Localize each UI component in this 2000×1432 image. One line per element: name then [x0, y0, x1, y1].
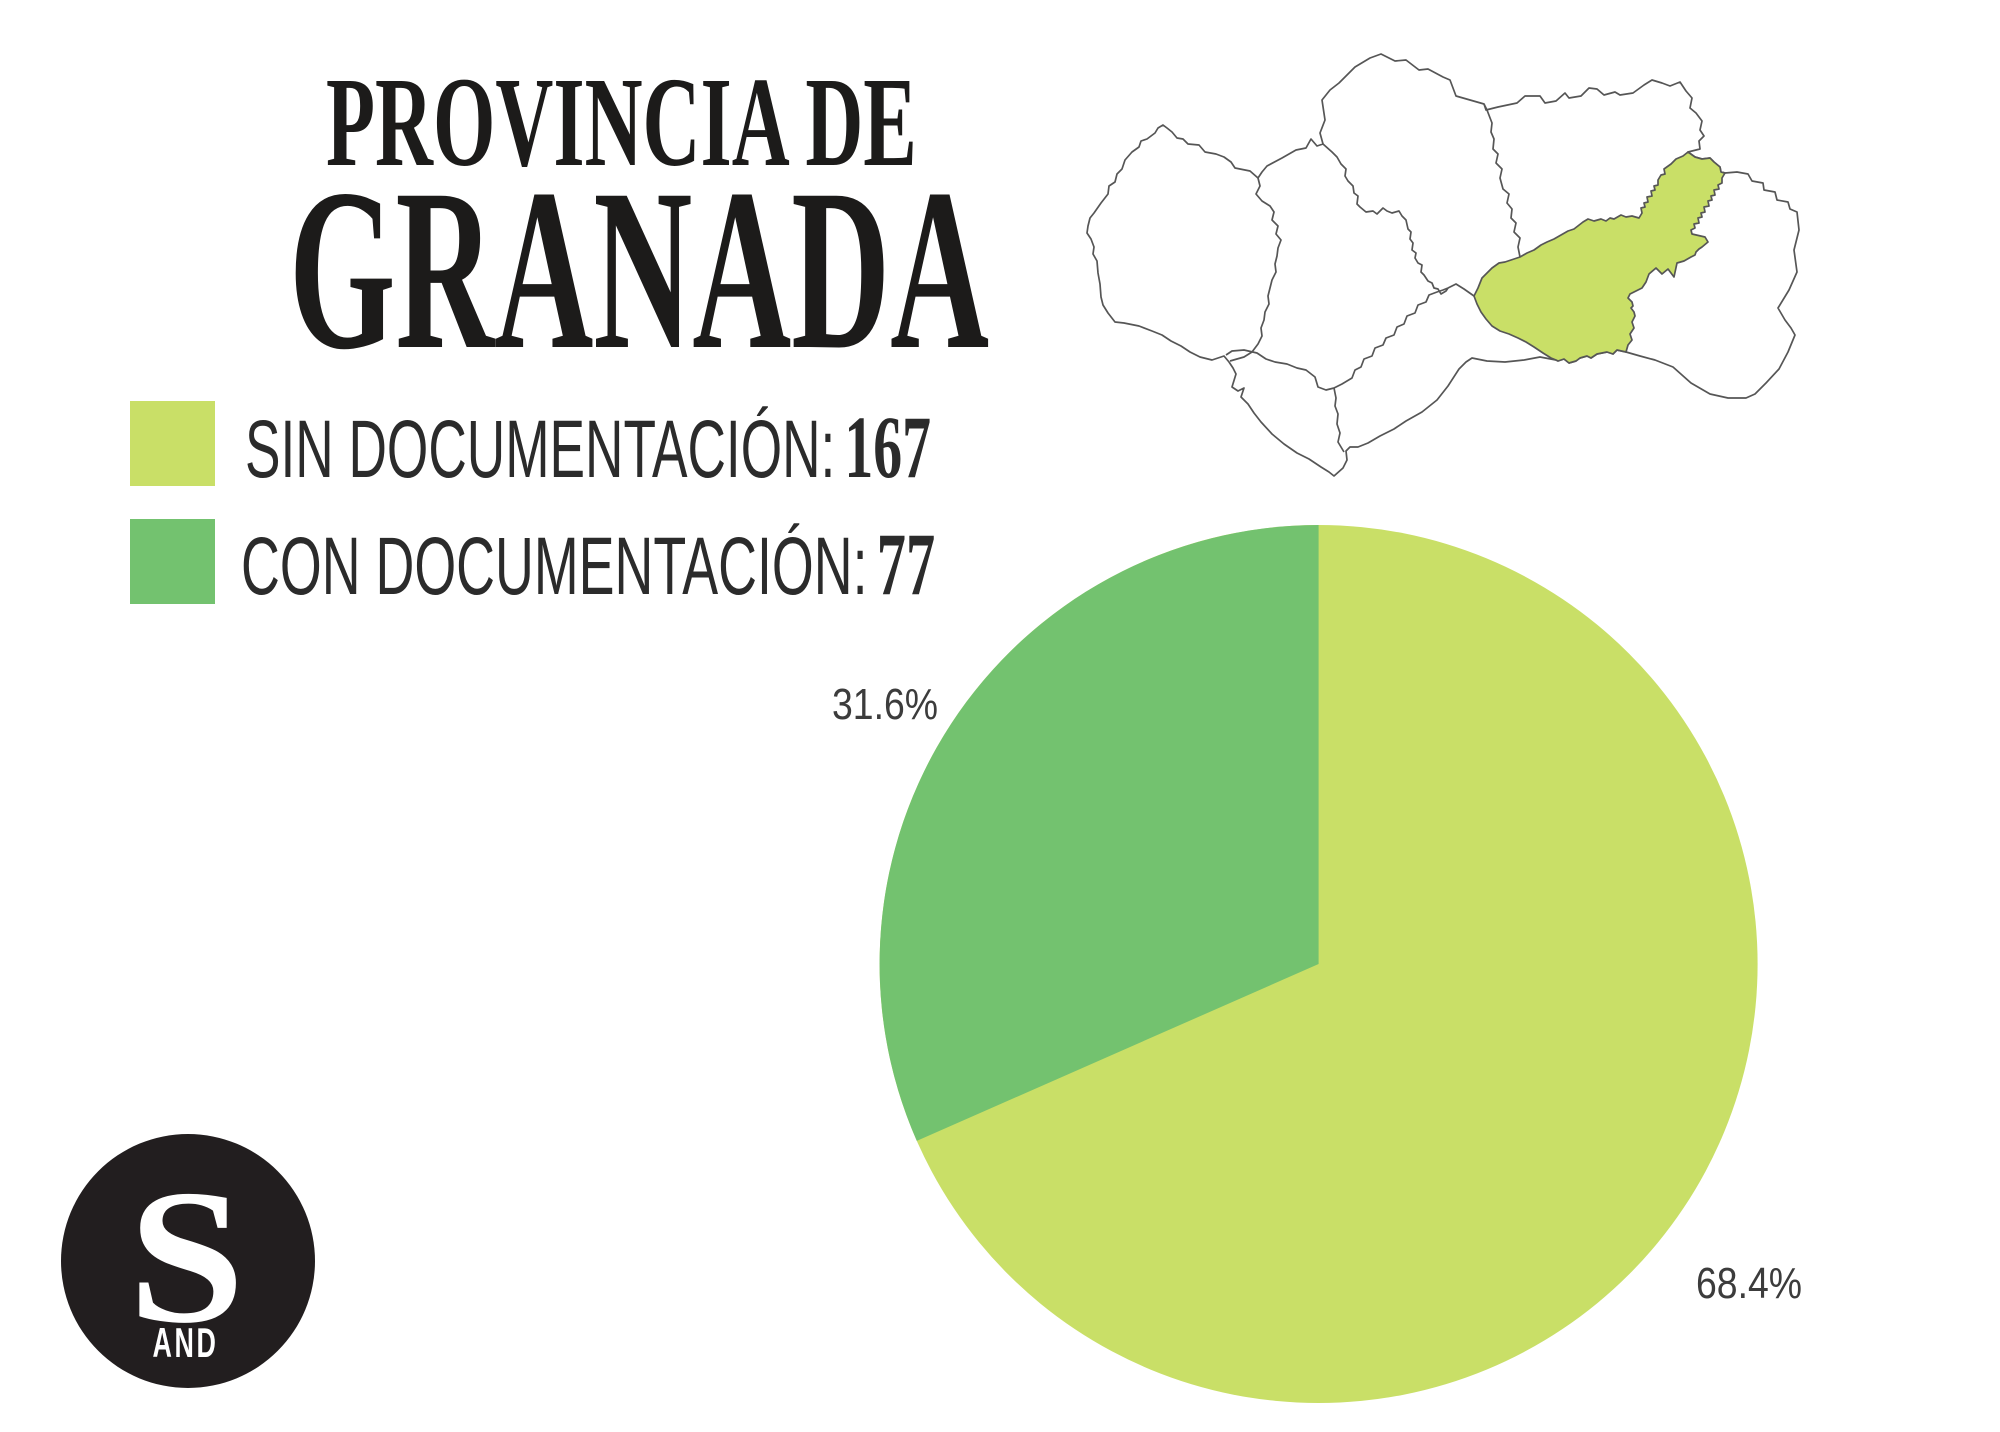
svg-text:AND: AND [153, 1320, 219, 1366]
svg-text:S: S [128, 1151, 245, 1363]
